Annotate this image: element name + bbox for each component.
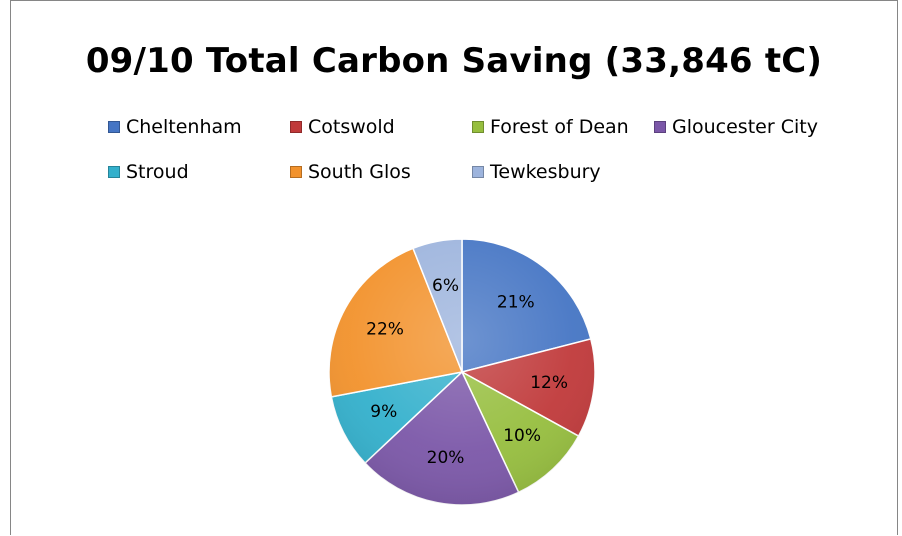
legend-swatch-cheltenham [108,121,120,133]
legend-item-cheltenham: Cheltenham [108,115,242,139]
legend-swatch-forest-of-dean [472,121,484,133]
chart-frame: 09/10 Total Carbon Saving (33,846 tC) Ch… [10,0,898,535]
legend-label-tewkesbury: Tewkesbury [490,161,601,183]
legend-label-cheltenham: Cheltenham [126,116,242,138]
legend-item-forest-of-dean: Forest of Dean [472,115,629,139]
pie-label-tewkesbury: 6% [432,276,459,296]
pie-label-south-glos: 22% [366,320,404,340]
legend-item-stroud: Stroud [108,160,189,184]
legend-item-tewkesbury: Tewkesbury [472,160,601,184]
legend-item-south-glos: South Glos [290,160,411,184]
legend-swatch-cotswold [290,121,302,133]
legend-swatch-south-glos [290,166,302,178]
pie-labels: 21% 12% 10% 20% 9% 22% 6% [366,276,568,468]
pie-label-forest-of-dean: 10% [503,426,541,446]
chart-title: 09/10 Total Carbon Saving (33,846 tC) [85,41,823,81]
legend-swatch-stroud [108,166,120,178]
legend-label-forest-of-dean: Forest of Dean [490,116,629,138]
legend-swatch-tewkesbury [472,166,484,178]
legend-label-gloucester-city: Gloucester City [672,116,818,138]
legend-label-stroud: Stroud [126,161,189,183]
legend-item-gloucester-city: Gloucester City [654,115,818,139]
pie-label-cheltenham: 21% [497,293,535,313]
pie-chart: 21% 12% 10% 20% 9% 22% 6% [328,238,596,506]
legend-swatch-gloucester-city [654,121,666,133]
legend-label-cotswold: Cotswold [308,116,395,138]
legend-item-cotswold: Cotswold [290,115,395,139]
pie-label-gloucester-city: 20% [427,448,465,468]
legend-label-south-glos: South Glos [308,161,411,183]
pie-label-stroud: 9% [370,402,397,422]
pie-label-cotswold: 12% [530,373,568,393]
